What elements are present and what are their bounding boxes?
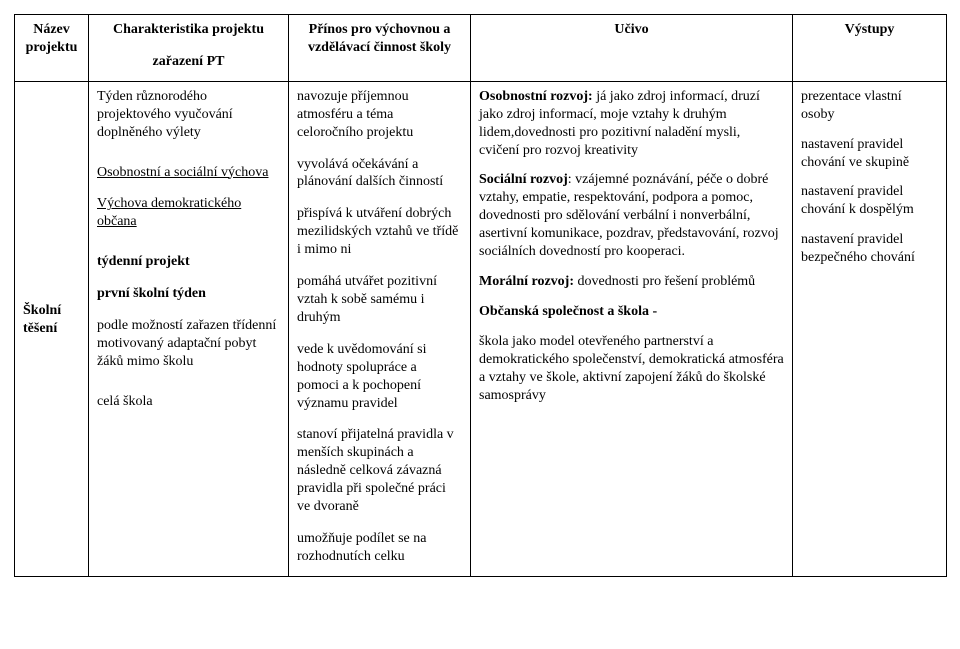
benefit-cell: navozuje příjemnou atmosféru a téma celo… xyxy=(289,81,471,576)
header-ucivo-text: Učivo xyxy=(614,22,648,37)
project-name: Školní těšení xyxy=(23,303,61,336)
header-benefit: Přínos pro výchovnou a vzdělávací činnos… xyxy=(289,15,471,82)
header-characteristic: Charakteristika projektu zařazení PT xyxy=(89,15,289,82)
project-table: Název projektu Charakteristika projektu … xyxy=(14,14,947,577)
char-p6: podle možností zařazen třídenní motivova… xyxy=(97,317,280,371)
vystupy-p2: nastavení pravidel chování ve skupině xyxy=(801,136,938,172)
ucivo-p1: Osobnostní rozvoj: já jako zdroj informa… xyxy=(479,88,784,160)
header-vystupy: Výstupy xyxy=(793,15,947,82)
table-row: Školní těšení Týden různorodého projekto… xyxy=(15,81,947,576)
char-p5: první školní týden xyxy=(97,286,206,301)
ucivo-p2a: Sociální rozvoj xyxy=(479,172,568,187)
header-benefit-text: Přínos pro výchovnou a vzdělávací činnos… xyxy=(308,22,451,55)
vystupy-p3: nastavení pravidel chování k dospělým xyxy=(801,183,938,219)
ucivo-cell: Osobnostní rozvoj: já jako zdroj informa… xyxy=(471,81,793,576)
ucivo-p4a: Občanská společnost a škola - xyxy=(479,304,657,319)
char-p7: celá škola xyxy=(97,393,280,411)
header-ucivo: Učivo xyxy=(471,15,793,82)
char-p2: Osobnostní a sociální výchova xyxy=(97,165,268,180)
prinos-p7: umožňuje podílet se na rozhodnutích celk… xyxy=(297,530,462,566)
prinos-p6: stanoví přijatelná pravidla v menších sk… xyxy=(297,426,462,516)
table-header-row: Název projektu Charakteristika projektu … xyxy=(15,15,947,82)
header-vystupy-text: Výstupy xyxy=(845,22,895,37)
char-p4: týdenní projekt xyxy=(97,254,190,269)
prinos-p4: pomáhá utvářet pozitivní vztah k sobě sa… xyxy=(297,273,462,327)
vystupy-p4: nastavení pravidel bezpečného chování xyxy=(801,231,938,267)
char-p3: Výchova demokratického občana xyxy=(97,196,241,229)
prinos-p1: navozuje příjemnou atmosféru a téma celo… xyxy=(297,88,462,142)
char-p1: Týden různorodého projektového vyučování… xyxy=(97,88,280,142)
ucivo-p2: Sociální rozvoj: vzájemné poznávání, péč… xyxy=(479,171,784,261)
ucivo-p3a: Morální rozvoj: xyxy=(479,274,574,289)
header-name: Název projektu xyxy=(15,15,89,82)
ucivo-p4: Občanská společnost a škola - xyxy=(479,303,784,321)
header-name-text: Název projektu xyxy=(23,21,80,57)
ucivo-p3b: dovednosti pro řešení problémů xyxy=(574,274,755,289)
prinos-p3: přispívá k utváření dobrých mezilidských… xyxy=(297,205,462,259)
vystupy-p1: prezentace vlastní osoby xyxy=(801,88,938,124)
prinos-p2: vyvolává očekávání a plánování dalších č… xyxy=(297,156,462,192)
project-name-cell: Školní těšení xyxy=(15,81,89,576)
characteristic-cell: Týden různorodého projektového vyučování… xyxy=(89,81,289,576)
ucivo-p3: Morální rozvoj: dovednosti pro řešení pr… xyxy=(479,273,784,291)
header-pt-text: zařazení PT xyxy=(97,53,280,71)
header-characteristic-text: Charakteristika projektu xyxy=(97,21,280,39)
vystupy-cell: prezentace vlastní osoby nastavení pravi… xyxy=(793,81,947,576)
ucivo-p1a: Osobnostní rozvoj: xyxy=(479,89,593,104)
ucivo-p5: škola jako model otevřeného partnerství … xyxy=(479,333,784,405)
prinos-p5: vede k uvědomování si hodnoty spolupráce… xyxy=(297,341,462,413)
